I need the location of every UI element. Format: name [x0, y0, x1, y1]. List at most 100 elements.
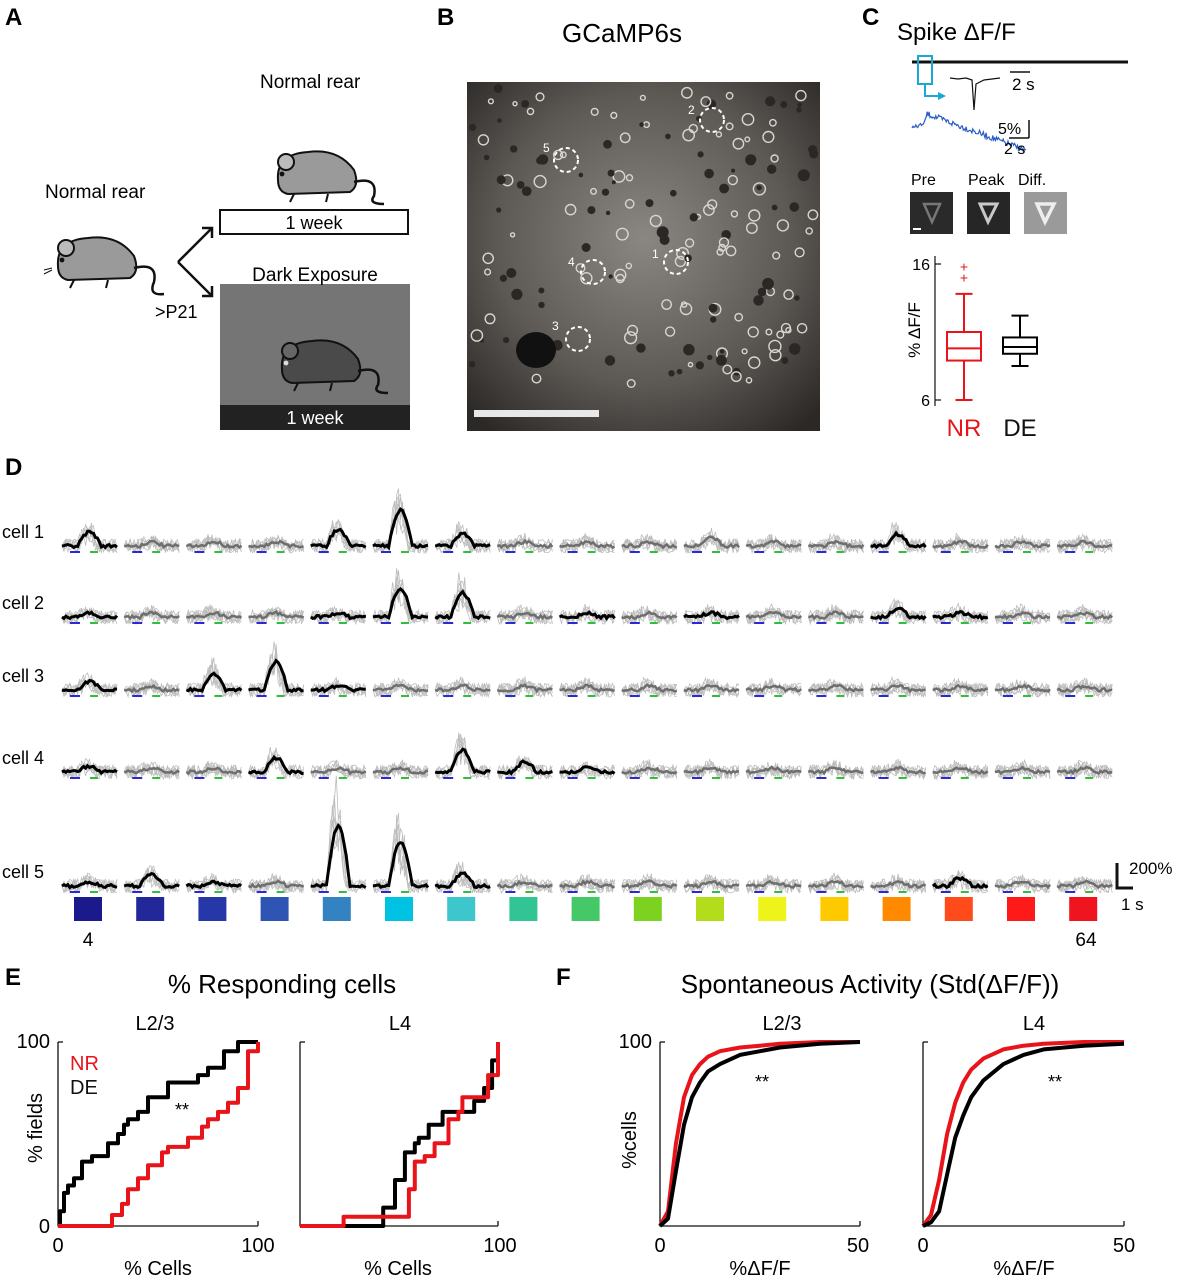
- trace-cell: [870, 597, 927, 625]
- trial-trace: [434, 527, 491, 554]
- e-xtick-100-right: 100: [483, 1235, 516, 1257]
- neuron-soma: [636, 343, 646, 353]
- neuron-soma: [559, 151, 567, 159]
- trace-cell: [932, 677, 989, 698]
- dark-exposure-label: Dark Exposure: [252, 265, 378, 286]
- mean-trace: [185, 879, 242, 890]
- mean-trace: [808, 539, 865, 550]
- mean-trace: [932, 766, 989, 775]
- trace-cell: [994, 873, 1052, 894]
- peak-image: [967, 192, 1010, 234]
- roi-label-5: 5: [543, 141, 550, 155]
- neuron-soma: [681, 86, 693, 99]
- e-xlabel-left: % Cells: [124, 1258, 192, 1280]
- boxplot-tick-label: 6: [921, 393, 930, 410]
- trace-cell: [558, 603, 616, 626]
- neuron-soma: [746, 222, 758, 235]
- mean-trace: [745, 610, 803, 621]
- boxplot-ylabel: % ΔF/F: [905, 302, 924, 358]
- stim-color-bar: [385, 897, 413, 921]
- stimulus-color-bars: [74, 897, 1098, 921]
- trial-trace: [808, 604, 864, 624]
- f-xtick-50-left: 50: [847, 1235, 869, 1257]
- mean-trace: [124, 539, 180, 549]
- trial-trace: [435, 865, 491, 894]
- mean-trace: [1056, 879, 1113, 890]
- panel-a: A Normal rear Normal rear >P21: [5, 4, 410, 430]
- mean-trace: [434, 531, 491, 550]
- image-scale-bar: [474, 410, 599, 417]
- roi-markers: [553, 107, 725, 352]
- trace-cell: [621, 676, 678, 698]
- f-plot-area: [658, 1040, 1125, 1228]
- trial-trace: [870, 758, 926, 779]
- neuron-soma: [664, 326, 676, 337]
- f-ylabel: %cells: [619, 1111, 641, 1169]
- neuron-soma: [624, 198, 635, 209]
- pre-image: [910, 192, 953, 234]
- e-xtick-0-left: 0: [52, 1235, 63, 1257]
- trial-trace: [932, 537, 988, 553]
- neuron-soma: [783, 289, 794, 300]
- panel-f-letter: F: [556, 964, 571, 991]
- trace-cell: [496, 675, 553, 699]
- mean-trace: [496, 611, 553, 621]
- neuron-soma: [503, 337, 510, 344]
- neuron-soma: [745, 154, 757, 166]
- neuron-soma: [506, 268, 517, 278]
- neuron-soma: [535, 92, 545, 102]
- trace-cell: [496, 603, 553, 625]
- cell-label: cell 5: [2, 862, 44, 882]
- trace-cell: [61, 672, 118, 699]
- box-de: [1002, 314, 1038, 367]
- neuron-soma: [496, 175, 506, 185]
- trial-trace: [124, 535, 180, 554]
- neuron-soma: [716, 354, 727, 366]
- neuron-soma: [797, 102, 802, 108]
- neuron-soma: [499, 274, 507, 282]
- trace-cell: [310, 759, 367, 780]
- e-significance: **: [175, 1100, 189, 1120]
- neuron-soma: [668, 370, 675, 377]
- trace-cell: [496, 872, 553, 894]
- neuron-soma: [796, 322, 808, 334]
- trace-cell: [932, 532, 989, 554]
- mean-trace: [310, 766, 367, 776]
- mean-trace: [558, 610, 616, 621]
- neuron-soma: [796, 107, 802, 113]
- box-body: [946, 331, 982, 362]
- mean-trace: [248, 879, 305, 889]
- trace-cell: [808, 677, 864, 699]
- neuron-soma: [762, 130, 775, 144]
- neuron-soma: [721, 230, 731, 240]
- f-subplot-l4: L4: [1023, 1013, 1045, 1035]
- neuron-soma: [719, 349, 725, 354]
- panel-c-title: Spike ΔF/F: [897, 19, 1016, 46]
- trace-cell: [372, 759, 429, 780]
- trace-cell: [61, 757, 118, 780]
- panel-c: C Spike ΔF/F 2 s 5% 2 s Pre Peak Diff. %…: [862, 4, 1128, 442]
- trace-cell: [185, 533, 243, 554]
- neuron-soma: [581, 243, 591, 252]
- neuron-soma: [732, 137, 745, 150]
- mean-trace: [61, 880, 118, 890]
- trial-trace: [621, 538, 678, 554]
- neuron-soma: [516, 181, 525, 189]
- e-legend-nr: NR: [70, 1053, 99, 1075]
- trace-cell: [123, 761, 180, 781]
- scale-time-bottom: 2 s: [1004, 141, 1025, 158]
- trace-cell: [1056, 759, 1113, 780]
- e-subplot-l23: [57, 1040, 260, 1228]
- neuron-soma: [676, 246, 690, 260]
- trial-trace: [434, 735, 491, 779]
- neuron-soma: [613, 268, 627, 282]
- neuron-soma: [590, 187, 598, 195]
- stim-color-bar: [1069, 897, 1098, 921]
- mean-trace: [434, 683, 491, 693]
- roi-labels: 1 2 3 4 5: [543, 103, 695, 333]
- neuron-soma: [752, 182, 767, 196]
- mean-trace: [1057, 539, 1113, 549]
- calcium-trace: [911, 111, 1027, 153]
- neuron-soma: [725, 122, 734, 131]
- neuron-soma: [744, 136, 751, 143]
